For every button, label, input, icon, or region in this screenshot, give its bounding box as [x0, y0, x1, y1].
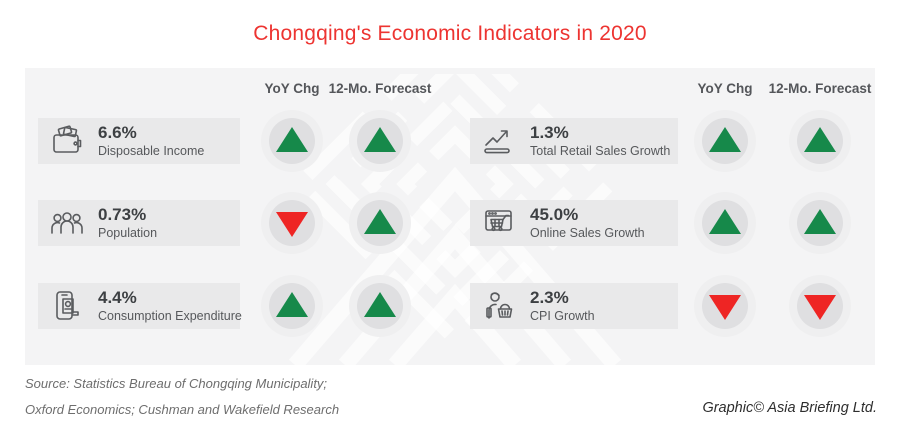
indicator-label: CPI Growth	[530, 309, 595, 323]
indicator-disposable-income: 6.6% Disposable Income	[38, 118, 240, 164]
indicator-label: Total Retail Sales Growth	[530, 144, 671, 158]
indicator-cpi-growth: 2.3% CPI Growth	[470, 283, 678, 329]
consumption-expenditure-yoy-arrow	[261, 275, 323, 337]
total-retail-sales-forecast-arrow	[789, 110, 851, 172]
indicator-value: 2.3%	[530, 288, 569, 307]
arrow-up-icon	[804, 209, 836, 234]
header-forecast-left: 12-Mo. Forecast	[328, 81, 432, 96]
indicator-population: 0.73% Population	[38, 200, 240, 246]
population-yoy-arrow	[261, 192, 323, 254]
arrow-up-icon	[364, 127, 396, 152]
indicator-label: Consumption Expenditure	[98, 309, 242, 323]
header-yoy-left: YoY Chg	[264, 81, 320, 96]
disposable-income-yoy-arrow	[261, 110, 323, 172]
indicator-label: Population	[98, 226, 158, 240]
arrow-up-icon	[364, 209, 396, 234]
header-forecast-right: 12-Mo. Forecast	[768, 81, 872, 96]
total-retail-sales-yoy-arrow	[694, 110, 756, 172]
consumption-expenditure-forecast-arrow	[349, 275, 411, 337]
indicator-consumption-expenditure: 4.4% Consumption Expenditure	[38, 283, 242, 329]
indicators-panel: YoY Chg 12-Mo. Forecast YoY Chg 12-Mo. F…	[25, 68, 875, 365]
arrow-up-icon	[276, 292, 308, 317]
cpi-growth-forecast-arrow	[789, 275, 851, 337]
page-title: Chongqing's Economic Indicators in 2020	[253, 22, 647, 45]
online-cart-icon	[480, 204, 518, 242]
people-icon	[48, 204, 86, 242]
arrow-up-icon	[709, 127, 741, 152]
source-line-2: Oxford Economics; Cushman and Wakefield …	[25, 402, 340, 417]
wallet-icon	[48, 122, 86, 160]
arrow-down-icon	[276, 212, 308, 237]
population-forecast-arrow	[349, 192, 411, 254]
indicator-value: 1.3%	[530, 123, 569, 142]
indicator-value: 6.6%	[98, 123, 137, 142]
indicator-online-sales-growth: 45.0% Online Sales Growth	[470, 200, 678, 246]
indicator-label: Online Sales Growth	[530, 226, 645, 240]
source-note: Source: Statistics Bureau of Chongqing M…	[25, 371, 339, 423]
credit-note: Graphic© Asia Briefing Ltd.	[702, 400, 877, 416]
header-yoy-right: YoY Chg	[697, 81, 753, 96]
online-sales-forecast-arrow	[789, 192, 851, 254]
arrow-down-icon	[709, 295, 741, 320]
indicator-total-retail-sales-growth: 1.3% Total Retail Sales Growth	[470, 118, 678, 164]
arrow-up-icon	[804, 127, 836, 152]
growth-chart-icon	[480, 122, 518, 160]
arrow-up-icon	[276, 127, 308, 152]
shopper-basket-icon	[480, 287, 518, 325]
indicator-value: 45.0%	[530, 205, 579, 224]
indicator-value: 0.73%	[98, 205, 147, 224]
online-sales-yoy-arrow	[694, 192, 756, 254]
arrow-down-icon	[804, 295, 836, 320]
indicator-value: 4.4%	[98, 288, 137, 307]
cpi-growth-yoy-arrow	[694, 275, 756, 337]
arrow-up-icon	[364, 292, 396, 317]
mobile-receipt-icon	[48, 287, 86, 325]
indicator-label: Disposable Income	[98, 144, 205, 158]
disposable-income-forecast-arrow	[349, 110, 411, 172]
arrow-up-icon	[709, 209, 741, 234]
source-line-1: Source: Statistics Bureau of Chongqing M…	[25, 376, 328, 391]
